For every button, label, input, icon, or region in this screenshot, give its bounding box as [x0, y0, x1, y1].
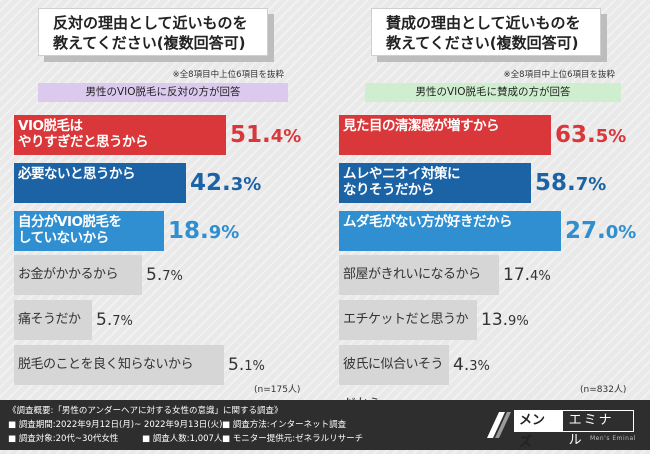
right-chart-note: ※全8項目中上位6項目を抜粋	[503, 70, 615, 80]
right-bars: 見た目の清潔感が増すから 63.5% ムレやニオイ対策に なりそうだから 58.7% ム…	[325, 113, 645, 412]
right-chart-subtitle: 男性のVIO脱毛に賛成の方が回答	[365, 83, 621, 102]
bar-right-0: 見た目の清潔感が増すから	[339, 115, 551, 155]
bar-right-4: エチケットだと思うから	[339, 300, 477, 367]
value-label-left-4: 5.7%	[96, 310, 133, 330]
survey-count: ■ 調査人数:1,007人	[142, 434, 223, 444]
brand-logo: メンズ エミナル	[514, 410, 634, 450]
logo-subtext: Men's Eminal	[590, 435, 636, 442]
bar-left-2: 自分がVIO脱毛を していないから	[14, 211, 164, 251]
bar-left-0: VIO脱毛は やりすぎだと思うから	[14, 115, 226, 155]
left-chart-note: ※全8項目中上位6項目を抜粋	[172, 70, 284, 80]
bar-right-1: ムレやニオイ対策に なりそうだから	[339, 163, 531, 203]
left-chart-subtitle: 男性のVIO脱毛に反対の方が回答	[38, 83, 288, 102]
value-label-left-5: 5.1%	[228, 355, 265, 375]
right-chart-title: 賛成の理由として近いものを 教えてください(複数回答可)	[371, 8, 601, 56]
left-n-label: (n=175人)	[254, 385, 301, 395]
bar-left-4: 痛そうだから	[14, 300, 92, 367]
right-chart-panel: 賛成の理由として近いものを 教えてください(複数回答可) ※全8項目中上位6項目…	[325, 0, 645, 412]
bar-right-2: ムダ毛がない方が好きだから	[339, 211, 561, 251]
bar-left-5: 脱毛のことを良く知らないから	[14, 345, 224, 385]
left-chart-panel: 反対の理由として近いものを 教えてください(複数回答可) ※全8項目中上位6項目…	[0, 0, 320, 400]
value-label-left-2: 18.9%	[168, 218, 240, 244]
value-label-right-1: 58.7%	[535, 170, 607, 196]
survey-title: 《調査概要:「男性のアンダーヘアに対する女性の意識」に関する調査》	[8, 406, 283, 416]
value-label-right-4: 13.9%	[481, 310, 529, 330]
bar-left-1: 必要ないと思うから	[14, 163, 186, 203]
logo-text-mens: メンズ	[514, 410, 562, 450]
value-label-right-5: 4.3%	[453, 355, 490, 375]
value-label-left-1: 42.3%	[190, 170, 262, 196]
value-label-left-0: 51.4%	[230, 122, 302, 148]
bar-left-3: お金がかかるから	[14, 255, 142, 295]
survey-period: ■ 調査期間:2022年9月12日(月)~ 2022年9月13日(火)	[8, 420, 223, 430]
logo-mark-icon	[487, 412, 511, 438]
value-label-right-2: 27.0%	[565, 218, 637, 244]
survey-provider: ■ モニター提供元:ゼネラルリサーチ	[222, 434, 364, 444]
survey-target: ■ 調査対象:20代~30代女性	[8, 434, 119, 444]
bar-right-5: 彼氏に似合いそうだから	[339, 345, 449, 412]
survey-method: ■ 調査方法:インターネット調査	[222, 420, 347, 430]
left-bars: VIO脱毛は やりすぎだと思うから 51.4% 必要ないと思うから 42.3% 自分がV…	[0, 113, 320, 385]
bar-right-3: 部屋がきれいになるから	[339, 255, 499, 295]
value-label-right-0: 63.5%	[555, 122, 627, 148]
value-label-left-3: 5.7%	[146, 265, 183, 285]
value-label-right-3: 17.4%	[503, 265, 551, 285]
right-n-label: (n=832人)	[580, 385, 627, 395]
logo-text-eminal: エミナル	[561, 410, 634, 448]
left-chart-title: 反対の理由として近いものを 教えてください(複数回答可)	[38, 8, 268, 56]
